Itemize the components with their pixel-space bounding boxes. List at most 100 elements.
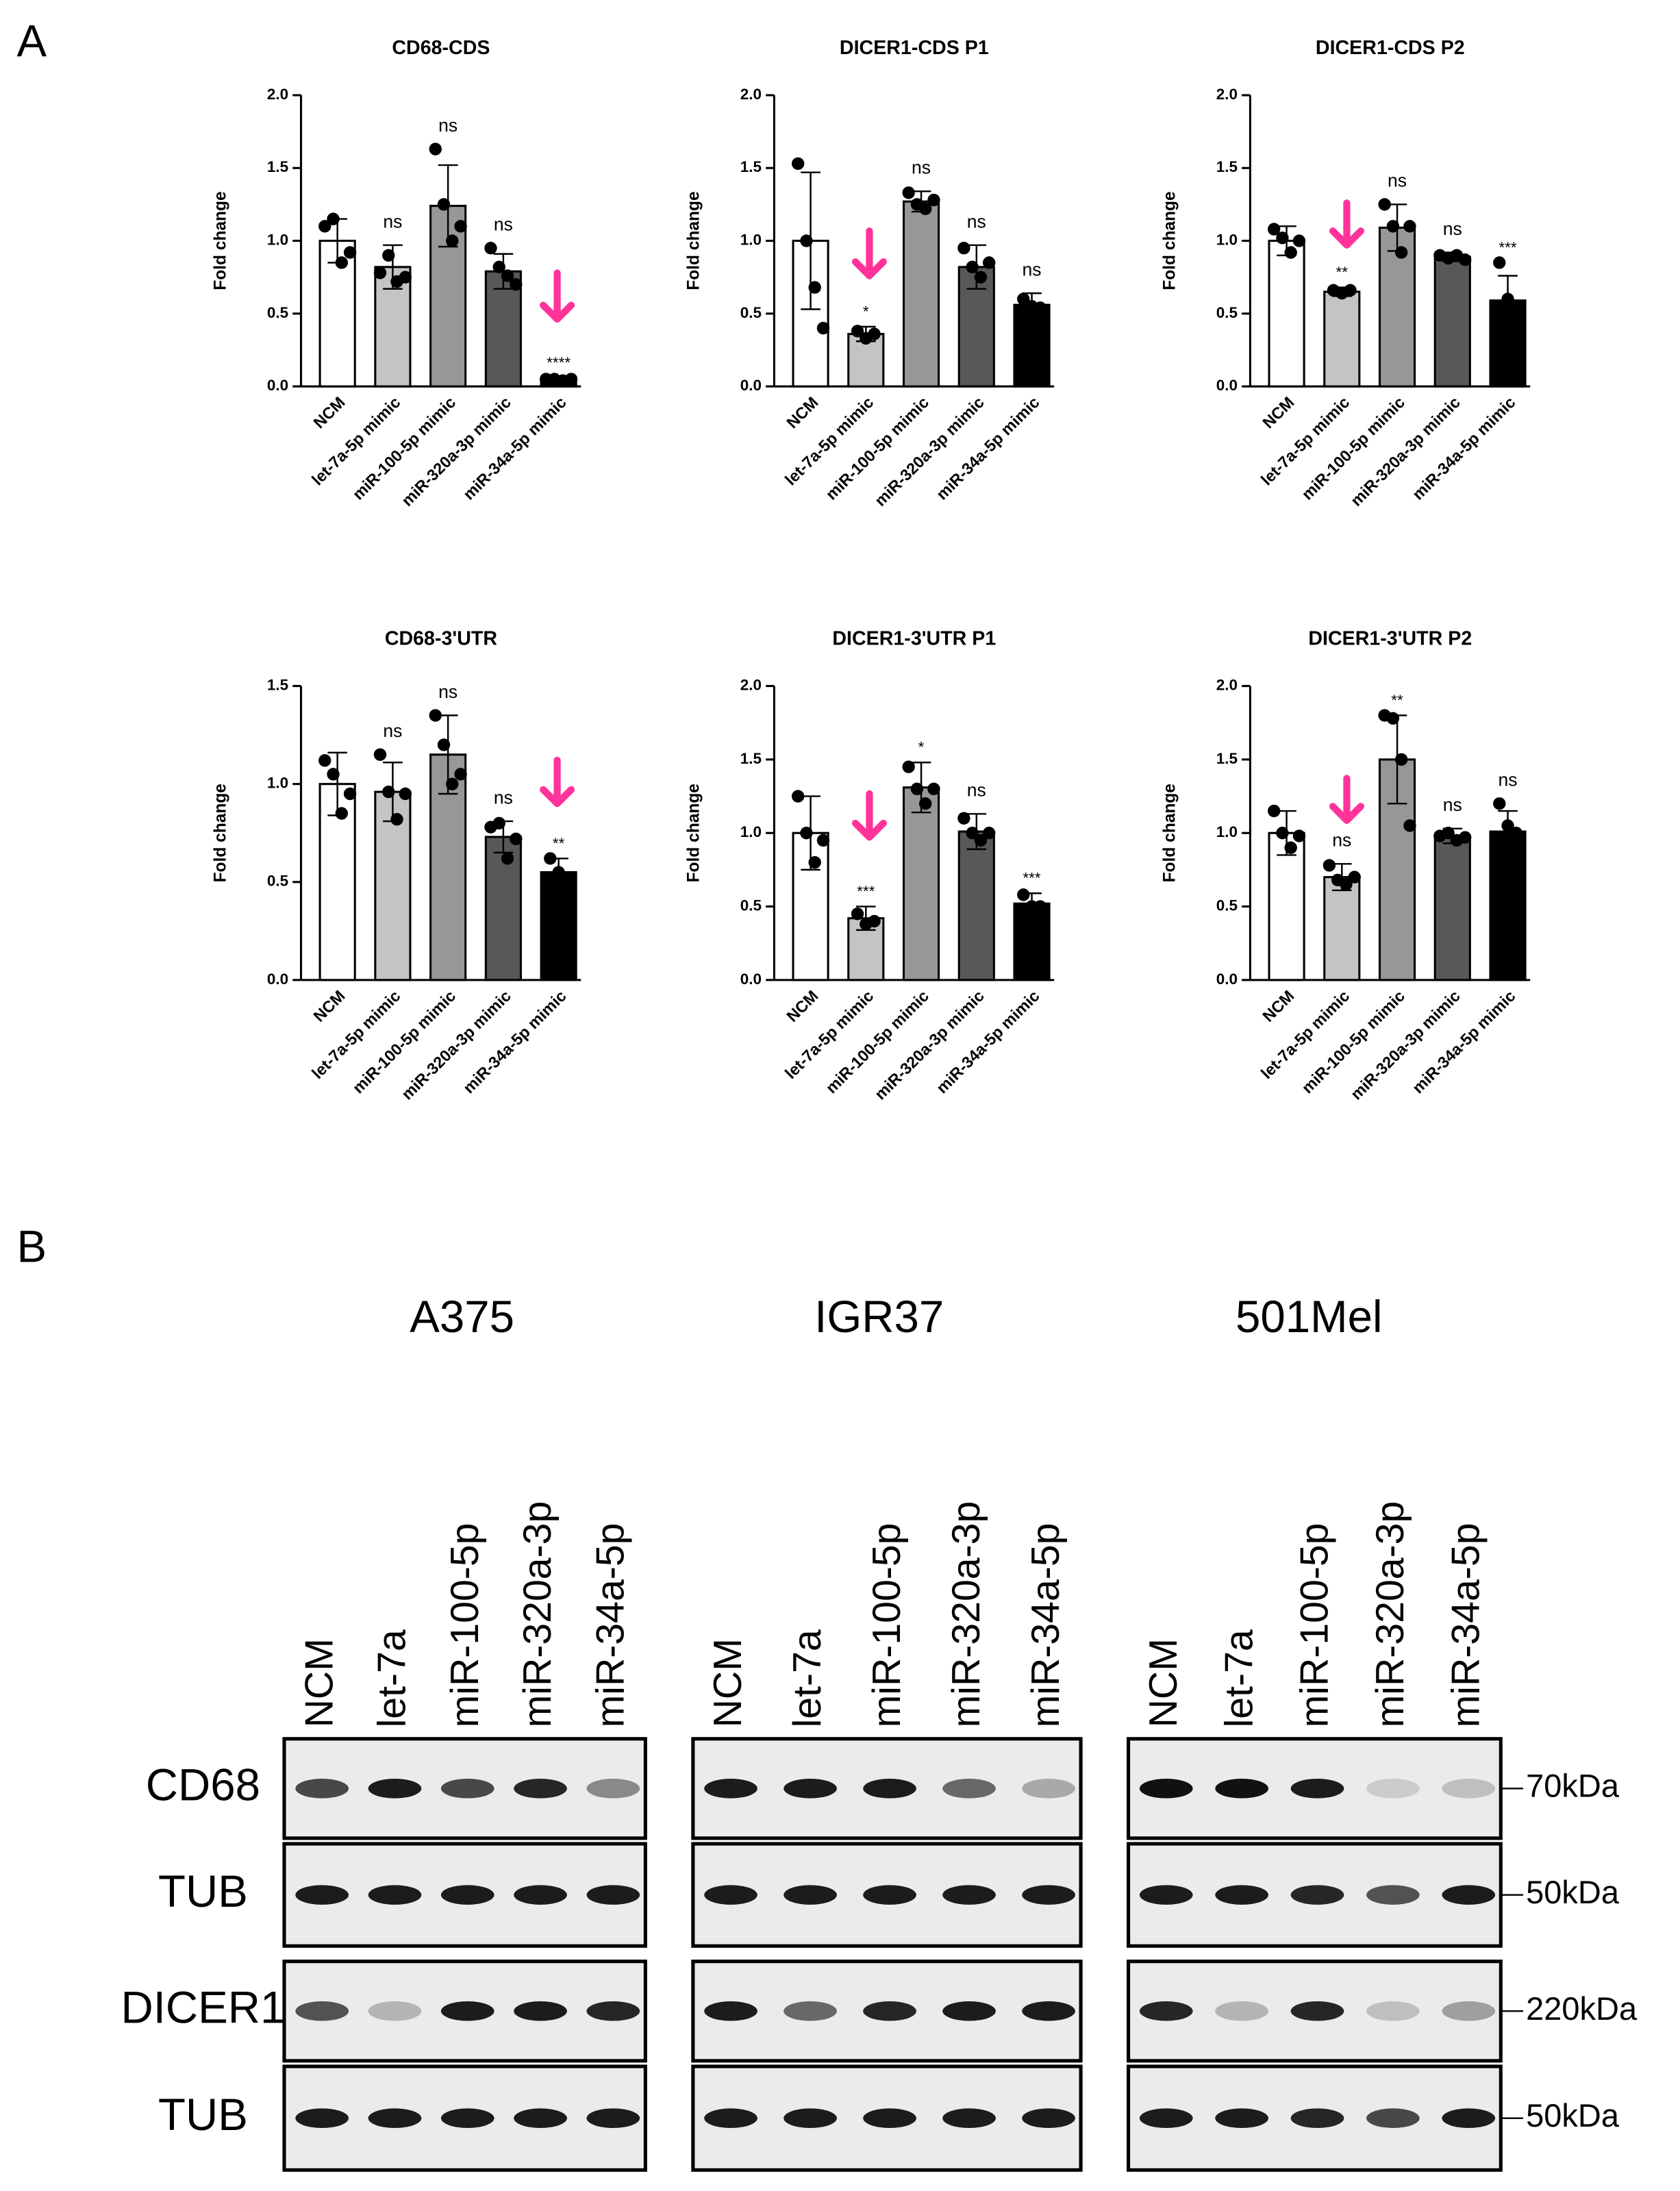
y-axis-label: Fold change — [211, 784, 229, 882]
significance-label: *** — [1023, 870, 1040, 887]
data-point — [808, 855, 821, 869]
y-tick-label: 1.0 — [1216, 823, 1238, 840]
data-point — [1017, 888, 1030, 901]
bar — [1433, 255, 1471, 388]
arrows — [540, 199, 1365, 841]
blot-band — [863, 1885, 916, 1905]
significance-label: ** — [1336, 264, 1349, 281]
chart-title: DICER1-CDS P1 — [840, 37, 989, 59]
y-axis-label: Fold change — [1160, 784, 1179, 882]
bar — [1323, 876, 1361, 981]
blot-band — [514, 1779, 567, 1799]
data-point — [552, 866, 565, 879]
x-tick-label: miR-320a-3p mimic — [398, 987, 514, 1103]
y-tick-label: 1.5 — [740, 750, 762, 767]
lane-label: let-7a — [786, 1629, 829, 1727]
y-axis-label: Fold change — [211, 191, 229, 290]
y-tick-label: 0.0 — [740, 971, 762, 988]
significance-label: * — [863, 303, 869, 321]
significance-label: ns — [1498, 770, 1517, 790]
y-tick-label: 2.0 — [740, 86, 762, 103]
data-point — [1284, 841, 1297, 854]
data-point — [1344, 284, 1357, 297]
x-tick-label: miR-320a-3p mimic — [1347, 987, 1464, 1103]
significance-label: ns — [1023, 259, 1042, 279]
data-point — [429, 709, 442, 722]
data-point — [1340, 878, 1353, 891]
data-point — [373, 748, 387, 761]
y-tick-label: 0.0 — [267, 971, 288, 988]
x-tick-label: NCM — [310, 393, 349, 431]
data-point — [966, 827, 979, 840]
blot-band — [1442, 1885, 1496, 1905]
x-tick-label: NCM — [1259, 393, 1297, 431]
x-tick-label: miR-100-5p mimic — [349, 987, 460, 1097]
y-tick-label: 1.0 — [267, 775, 288, 792]
data-point — [851, 907, 864, 921]
data-point — [1403, 220, 1416, 233]
y-tick-label: 1.0 — [1216, 231, 1238, 249]
data-point — [1386, 220, 1400, 233]
data-point — [982, 827, 996, 840]
blot-band — [1442, 2001, 1496, 2021]
significance-label: * — [918, 739, 925, 756]
bar — [1489, 830, 1527, 981]
bar — [1433, 834, 1471, 981]
x-tick-label: miR-100-5p mimic — [823, 987, 933, 1097]
significance-label: ns — [967, 211, 986, 231]
data-point — [791, 157, 805, 171]
data-point — [918, 797, 932, 810]
significance-label: ns — [494, 787, 513, 807]
data-point — [343, 787, 357, 801]
y-tick-label: 0.0 — [1216, 971, 1238, 988]
data-point — [454, 220, 467, 233]
data-point — [510, 832, 523, 846]
data-point — [454, 768, 467, 781]
blot-band — [863, 2001, 916, 2021]
data-point — [1322, 859, 1336, 872]
data-point — [808, 281, 821, 294]
lane-label: let-7a — [371, 1629, 414, 1727]
lane-label: NCM — [297, 1638, 341, 1727]
data-point — [851, 325, 864, 338]
data-point — [382, 249, 395, 262]
lane-label: miR-34a-5p — [1024, 1523, 1068, 1727]
blot-band — [1139, 2108, 1193, 2129]
blot-band — [1215, 2108, 1268, 2129]
data-point — [910, 782, 924, 796]
blot-band — [514, 2108, 567, 2129]
row-label: CD68 — [146, 1760, 260, 1810]
x-tick-label: miR-100-5p mimic — [1299, 393, 1409, 503]
y-tick-label: 1.5 — [1216, 158, 1238, 175]
significance-label: *** — [857, 883, 875, 900]
data-point — [868, 914, 881, 928]
blot-band — [942, 1885, 996, 1905]
lane-label: miR-320a-3p — [516, 1501, 560, 1728]
data-point — [564, 373, 578, 386]
data-point — [437, 738, 451, 751]
y-tick-label: 1.5 — [267, 158, 288, 175]
x-tick-label: miR-34a-5p mimic — [933, 393, 1043, 503]
blot-band — [1366, 2001, 1420, 2021]
data-point — [1292, 829, 1306, 842]
chart-title: CD68-CDS — [392, 37, 490, 59]
blot-band — [1290, 1779, 1344, 1799]
data-point — [1348, 871, 1361, 884]
size-label: 50kDa — [1526, 2097, 1620, 2133]
data-point — [446, 777, 459, 790]
data-point — [335, 807, 349, 820]
blot-band — [586, 2001, 640, 2021]
data-point — [437, 198, 451, 211]
data-point — [966, 260, 979, 274]
x-tick-label: NCM — [783, 393, 821, 431]
blot-band — [1139, 2001, 1193, 2021]
y-tick-label: 1.5 — [740, 158, 762, 175]
significance-label: ** — [553, 835, 565, 852]
significance-label: ns — [912, 158, 931, 178]
x-tick-label: miR-320a-3p mimic — [871, 393, 988, 510]
blot-band — [295, 1779, 349, 1799]
blot-band — [586, 1885, 640, 1905]
data-point — [974, 834, 988, 847]
y-tick-label: 1.0 — [740, 231, 762, 249]
lane-label: miR-100-5p — [443, 1523, 487, 1727]
